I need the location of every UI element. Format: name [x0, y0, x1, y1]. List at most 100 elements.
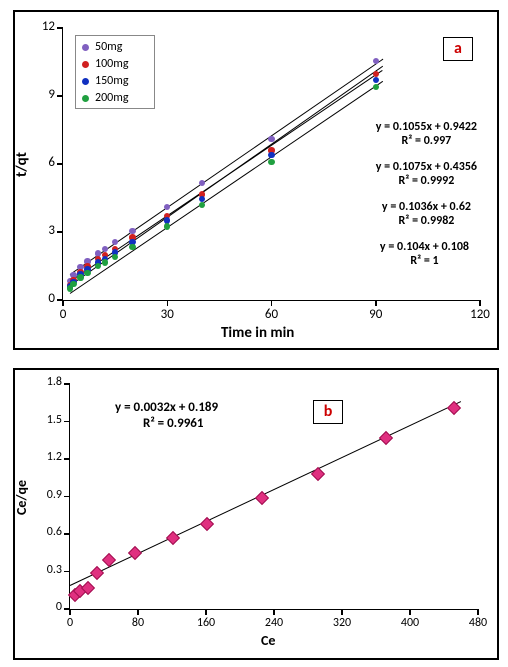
y-tick-mark [64, 571, 70, 573]
data-point [77, 274, 83, 280]
x-tick-label: 90 [366, 307, 386, 322]
chart-b-ylabel: Ce/qe [13, 480, 30, 515]
data-point [164, 223, 170, 229]
data-point [199, 202, 205, 208]
chart-b-eq-eq: y = 0.0032x + 0.189 [115, 400, 218, 416]
y-tick-label: 3 [25, 223, 55, 238]
data-point [378, 430, 392, 444]
y-tick-label: 1.2 [32, 450, 62, 464]
data-point [373, 58, 379, 64]
legend-item-150mg: 150mg [82, 74, 128, 88]
chart-a-xlabel: Time in min [221, 324, 294, 342]
y-tick-label: 1.8 [32, 375, 62, 389]
y-tick-label: 9 [25, 87, 55, 102]
panel-a: 0306090120036912 t/qt Time in min 50mg 1… [13, 10, 499, 350]
legend-marker-100mg [82, 61, 89, 68]
legend-label-50mg: 50mg [95, 40, 122, 54]
chart-a-legend: 50mg 100mg 150mg 200mg [75, 35, 155, 109]
chart-a-eq-1: y = 0.1055x + 0.9422 R² = 0.997 [376, 120, 477, 149]
x-tick-mark [62, 300, 64, 306]
y-tick-mark [64, 608, 70, 610]
x-tick-mark [137, 609, 139, 615]
trendline [70, 81, 383, 294]
x-tick-label: 160 [196, 616, 216, 630]
x-tick-mark [341, 609, 343, 615]
chart-a-eq-4: y = 0.104x + 0.108 R² = 1 [380, 240, 469, 269]
chart-a-eq-3-eq: y = 0.1036x + 0.62 [382, 200, 471, 214]
chart-b-eq-r2: R² = 0.9961 [115, 416, 218, 432]
y-tick-mark [57, 299, 63, 301]
legend-marker-50mg [82, 44, 89, 51]
legend-marker-200mg [82, 95, 89, 102]
legend-item-50mg: 50mg [82, 40, 122, 54]
data-point [70, 281, 76, 287]
y-tick-label: 0.9 [32, 488, 62, 502]
data-point [166, 530, 180, 544]
chart-b-xlabel: Ce [261, 632, 275, 649]
legend-marker-150mg [82, 78, 89, 85]
y-tick-label: 0.6 [32, 525, 62, 539]
data-point [112, 239, 118, 245]
y-tick-mark [57, 163, 63, 165]
y-tick-mark [64, 533, 70, 535]
x-tick-label: 120 [470, 307, 490, 322]
chart-a-eq-4-r2: R² = 1 [380, 254, 469, 268]
y-tick-label: 12 [25, 19, 55, 34]
data-point [129, 228, 135, 234]
panel-b: 08016024032040048000.30.60.91.21.51.8 Ce… [13, 368, 499, 660]
legend-label-100mg: 100mg [95, 57, 128, 71]
legend-item-100mg: 100mg [82, 57, 128, 71]
x-tick-mark [477, 609, 479, 615]
x-tick-label: 0 [53, 307, 73, 322]
x-tick-label: 480 [468, 616, 488, 630]
y-tick-mark [64, 383, 70, 385]
x-tick-mark [205, 609, 207, 615]
chart-a-eq-2-r2: R² = 0.9992 [376, 174, 477, 188]
x-tick-label: 60 [262, 307, 282, 322]
x-tick-label: 320 [332, 616, 352, 630]
data-point [268, 152, 274, 158]
x-tick-label: 240 [264, 616, 284, 630]
data-point [373, 84, 379, 90]
panel-a-tag: a [443, 37, 473, 61]
x-tick-label: 400 [400, 616, 420, 630]
x-tick-mark [271, 300, 273, 306]
x-tick-label: 30 [157, 307, 177, 322]
chart-b-eq: y = 0.0032x + 0.189 R² = 0.9961 [115, 400, 218, 431]
y-tick-label: 0.3 [32, 563, 62, 577]
legend-label-150mg: 150mg [95, 74, 128, 88]
chart-a-eq-2-eq: y = 0.1075x + 0.4356 [376, 160, 477, 174]
y-tick-label: 1.5 [32, 413, 62, 427]
chart-a-eq-2: y = 0.1075x + 0.4356 R² = 0.9992 [376, 160, 477, 189]
data-point [129, 244, 135, 250]
chart-a-eq-4-eq: y = 0.104x + 0.108 [380, 240, 469, 254]
y-tick-label: 0 [25, 291, 55, 306]
chart-a-eq-3-r2: R² = 0.9982 [382, 214, 471, 228]
x-tick-label: 80 [128, 616, 148, 630]
panel-b-tag: b [313, 400, 343, 424]
chart-a-eq-1-r2: R² = 0.997 [376, 134, 477, 148]
legend-label-200mg: 200mg [95, 91, 128, 105]
legend-item-200mg: 200mg [82, 91, 128, 105]
chart-a-eq-1-eq: y = 0.1055x + 0.9422 [376, 120, 477, 134]
data-point [268, 159, 274, 165]
data-point [84, 270, 90, 276]
y-tick-mark [64, 421, 70, 423]
data-point [102, 259, 108, 265]
x-tick-label: 0 [60, 616, 80, 630]
y-tick-mark [64, 496, 70, 498]
x-tick-mark [273, 609, 275, 615]
data-point [164, 204, 170, 210]
data-point [199, 180, 205, 186]
data-point [89, 565, 103, 579]
y-tick-mark [57, 231, 63, 233]
y-tick-mark [64, 458, 70, 460]
y-tick-mark [57, 95, 63, 97]
x-tick-mark [479, 300, 481, 306]
chart-a-eq-3: y = 0.1036x + 0.62 R² = 0.9982 [382, 200, 471, 229]
x-tick-mark [69, 609, 71, 615]
data-point [310, 467, 324, 481]
x-tick-mark [167, 300, 169, 306]
x-tick-mark [375, 300, 377, 306]
y-tick-mark [57, 27, 63, 29]
